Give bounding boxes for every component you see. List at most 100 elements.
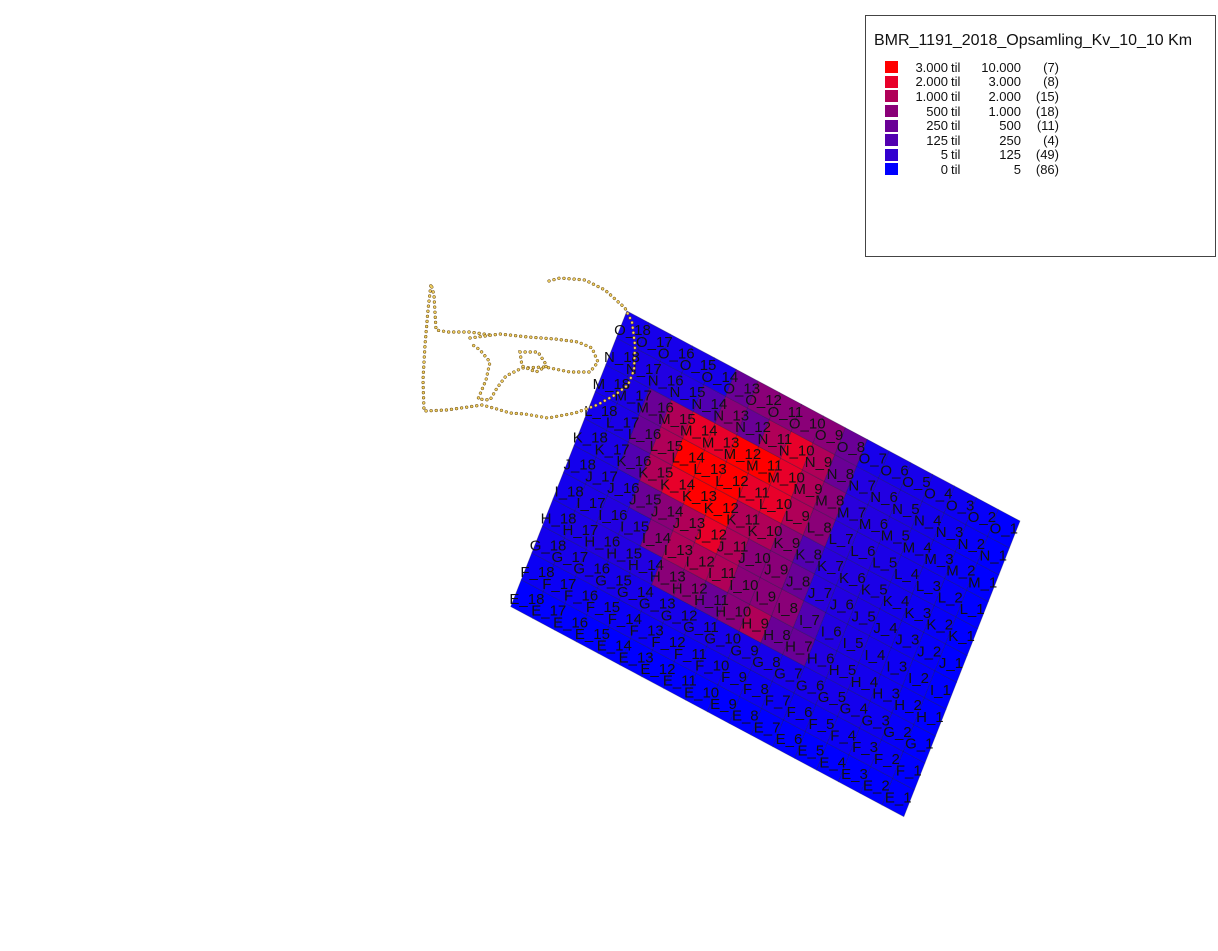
- cell-label: L_15: [650, 438, 683, 455]
- legend-swatch: [885, 105, 898, 118]
- cell-label: F_12: [651, 634, 685, 651]
- legend-cnt: (11): [1036, 118, 1059, 134]
- cell-label: K_1: [948, 628, 975, 645]
- cell-label: H_9: [741, 615, 769, 632]
- grid-cell[interactable]: [520, 552, 555, 592]
- outline-path: [518, 350, 549, 374]
- cell-label: J_4: [873, 620, 897, 637]
- cell-label: O_2: [968, 509, 996, 526]
- cell-label: N_13: [713, 407, 749, 424]
- legend-cnt: (4): [1043, 132, 1059, 148]
- cell-label: K_6: [839, 570, 866, 587]
- cell-label: M_7: [837, 504, 866, 521]
- legend-swatch: [885, 148, 898, 161]
- cell-label: G_1: [905, 736, 933, 753]
- cell-label: G_4: [840, 701, 868, 718]
- cell-label: I_7: [799, 612, 820, 629]
- cell-label: K_8: [795, 546, 822, 563]
- cell-label: O_10: [789, 416, 826, 433]
- cell-label: K_4: [883, 593, 910, 610]
- grid-cell[interactable]: [584, 391, 618, 431]
- legend-item: 250 til 500 (11): [885, 118, 1059, 133]
- cell-label: L_18: [584, 403, 617, 420]
- cell-label: F_15: [586, 599, 620, 616]
- cell-label: L_2: [938, 590, 963, 607]
- cell-label: J_9: [764, 562, 788, 579]
- grid-cells: [510, 310, 1021, 818]
- cell-label: H_5: [829, 662, 857, 679]
- legend-hi: 500: [999, 118, 1021, 134]
- cell-label: K_13: [682, 488, 717, 505]
- cell-label: E_12: [640, 661, 675, 678]
- cell-label: F_4: [830, 728, 856, 745]
- cell-label: N_10: [779, 442, 815, 459]
- cell-label: M_2: [946, 563, 975, 580]
- grid-labels: E_1E_2E_3E_4E_5E_6E_7E_8E_9E_10E_11E_12E…: [509, 322, 1018, 806]
- legend-cnt: (8): [1043, 74, 1059, 90]
- cell-label: J_11: [717, 538, 748, 555]
- cell-label: I_8: [777, 600, 798, 617]
- grid-cell[interactable]: [573, 417, 607, 458]
- cell-label: L_3: [916, 578, 941, 595]
- legend-swatch: [885, 134, 898, 147]
- cell-label: H_7: [785, 639, 813, 656]
- grid-cell[interactable]: [615, 310, 650, 351]
- cell-label: G_16: [573, 561, 610, 578]
- cell-label: O_17: [636, 334, 673, 351]
- cell-label: H_10: [715, 604, 751, 621]
- cell-label: H_2: [894, 697, 922, 714]
- cell-label: G_18: [530, 537, 567, 554]
- legend-swatch: [885, 119, 898, 132]
- cell-label: N_16: [648, 372, 684, 389]
- cell-label: J_12: [694, 527, 727, 544]
- cell-label: F_8: [743, 681, 769, 698]
- cell-label: E_17: [531, 603, 566, 620]
- cell-label: L_16: [628, 426, 661, 443]
- cell-label: G_14: [617, 584, 654, 601]
- grid-cell[interactable]: [563, 444, 597, 485]
- legend-cnt: (86): [1035, 161, 1059, 177]
- cell-label: N_12: [735, 419, 771, 436]
- cell-label: L_9: [785, 508, 810, 525]
- cell-label: K_10: [747, 523, 782, 540]
- cell-label: E_4: [819, 754, 846, 771]
- legend-cnt: (49): [1035, 147, 1059, 163]
- cell-label: N_3: [936, 524, 964, 541]
- cell-label: O_13: [723, 381, 760, 398]
- cell-label: I_18: [555, 483, 584, 500]
- grid-cell[interactable]: [594, 364, 629, 404]
- cell-label: I_3: [886, 659, 907, 676]
- cell-label: F_7: [765, 693, 791, 710]
- cell-label: O_5: [902, 474, 930, 491]
- cell-label: N_9: [805, 454, 833, 471]
- grid-cell[interactable]: [541, 498, 576, 539]
- cell-label: F_9: [721, 669, 747, 686]
- cell-label: I_11: [708, 565, 736, 582]
- cell-label: O_16: [658, 346, 695, 363]
- cell-label: G_8: [752, 654, 780, 671]
- cell-label: O_6: [880, 462, 908, 479]
- grid-cell[interactable]: [531, 525, 565, 566]
- cell-label: J_2: [917, 643, 941, 660]
- grid-cell[interactable]: [552, 471, 586, 512]
- legend-lo: 5: [940, 147, 948, 163]
- legend-title: BMR_1191_2018_Opsamling_Kv_10_10 Km: [874, 32, 1193, 49]
- cell-label: J_16: [607, 480, 640, 497]
- cell-label: H_18: [541, 510, 577, 527]
- cell-label: E_14: [597, 638, 632, 655]
- legend-lo: 2.000: [915, 74, 948, 90]
- cell-label: F_16: [564, 587, 598, 604]
- cell-label: N_8: [827, 466, 855, 483]
- cell-label: M_1: [968, 574, 997, 591]
- cell-label: J_1: [939, 655, 963, 672]
- cell-label: I_13: [664, 542, 693, 559]
- cell-label: K_14: [660, 476, 695, 493]
- grid-cell[interactable]: [605, 337, 639, 377]
- cell-label: E_6: [776, 731, 803, 748]
- cell-label: M_16: [636, 399, 674, 416]
- cell-label: I_9: [755, 589, 776, 606]
- cell-label: I_17: [576, 495, 605, 512]
- cell-label: M_13: [702, 434, 740, 451]
- grid-cell[interactable]: [510, 579, 544, 619]
